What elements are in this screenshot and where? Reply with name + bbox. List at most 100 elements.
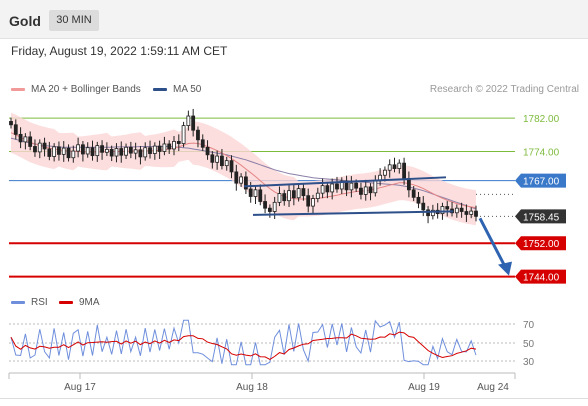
- candle-body: [301, 188, 306, 197]
- level-tag-1744-00: [515, 269, 566, 284]
- timeframe-badge[interactable]: 30 MIN: [49, 10, 99, 31]
- candle-body: [33, 146, 37, 153]
- candle-body: [181, 125, 186, 144]
- candle-body: [143, 147, 148, 158]
- candle-body: [368, 186, 373, 194]
- rsi-level-30: 30: [523, 357, 535, 368]
- legend-ma50-swatch: [153, 87, 167, 91]
- candle-body: [234, 171, 239, 184]
- research-credit: Research © 2022 Trading Central: [429, 84, 579, 95]
- candle-body: [253, 189, 258, 197]
- candle-body: [315, 192, 320, 199]
- candle-body: [267, 207, 272, 212]
- candle-body: [57, 146, 61, 155]
- candle-body: [95, 145, 100, 157]
- candle-body: [47, 148, 52, 157]
- candle-body: [133, 149, 138, 154]
- x-axis: Aug 17 Aug 18 Aug 19 Aug 24: [8, 372, 516, 393]
- legend-9ma: 9MA: [59, 297, 100, 308]
- candle-body: [474, 210, 478, 217]
- candle-body: [191, 115, 196, 131]
- candle-body: [387, 164, 392, 171]
- legend-ma20-label: MA 20 + Bollinger Bands: [31, 84, 141, 95]
- candle-body: [71, 150, 76, 159]
- candle-body: [157, 145, 162, 152]
- level-tag-1758-45: [515, 209, 566, 224]
- candle-body: [229, 160, 234, 173]
- candle-body: [306, 195, 311, 207]
- candle-body: [243, 176, 248, 190]
- candle-body: [258, 189, 263, 202]
- candle-body: [402, 162, 406, 179]
- candle-body: [200, 139, 205, 148]
- rsi-panel: 70 50 30: [9, 319, 535, 368]
- candle-body: [464, 211, 469, 215]
- candle-body: [421, 202, 426, 211]
- candle-body: [37, 142, 42, 153]
- candle-body: [128, 146, 133, 154]
- candle-body: [66, 147, 71, 159]
- candle-body: [440, 206, 445, 215]
- candle-body: [76, 144, 81, 152]
- candle-body: [100, 145, 104, 153]
- ma50-line: [10, 137, 477, 210]
- candle-body: [215, 155, 220, 163]
- candle-body: [311, 198, 315, 207]
- candle-body: [454, 207, 459, 214]
- candle-body: [445, 206, 450, 210]
- channel-lower-line: [252, 210, 454, 216]
- candle-body: [13, 124, 18, 135]
- rsi-level-50: 50: [523, 339, 535, 350]
- legend-rsi: RSI: [11, 297, 48, 308]
- candle-body: [109, 148, 114, 157]
- candle-body: [459, 207, 464, 212]
- candle-body: [210, 154, 215, 163]
- level-label-1752-00: 1752.00: [523, 239, 560, 250]
- rsi-9ma-line: [10, 331, 477, 360]
- level-label-1774-00: 1774.00: [523, 147, 560, 158]
- candle-body: [272, 201, 277, 212]
- candle-body: [114, 148, 119, 157]
- candle-body: [42, 142, 47, 150]
- candle-body: [28, 136, 33, 147]
- candle-body: [330, 183, 335, 193]
- candle-body: [205, 146, 210, 156]
- legend-rsi-swatch: [11, 300, 25, 304]
- candle-body: [85, 147, 90, 155]
- projection-arrow-head: [498, 261, 512, 276]
- legend-9ma-swatch: [59, 300, 73, 304]
- candle-body: [81, 144, 85, 155]
- candle-body: [430, 209, 435, 217]
- candle-body: [23, 136, 28, 143]
- channel-upper-line: [243, 176, 447, 188]
- candle-body: [383, 169, 387, 176]
- candle-body: [373, 180, 378, 194]
- candle-body: [124, 146, 128, 156]
- candle-body: [291, 190, 296, 199]
- legend-rsi-label: RSI: [31, 297, 48, 308]
- candle-body: [296, 188, 301, 199]
- candle-body: [52, 146, 57, 157]
- header-bar: Gold 30 MIN: [0, 0, 588, 39]
- candle-body: [277, 193, 282, 203]
- candle-body: [224, 160, 229, 167]
- legend-ma50: MA 50: [153, 84, 201, 95]
- candle-body: [162, 143, 167, 152]
- candle-body: [148, 147, 152, 154]
- x-tick-aug18: Aug 18: [236, 382, 268, 393]
- level-tag-1767-00: [515, 173, 566, 188]
- rsi-level-70: 70: [523, 320, 535, 331]
- candle-body: [416, 196, 421, 204]
- chart-timestamp: Friday, August 19, 2022 1:59:11 AM CET: [11, 44, 228, 58]
- legend-ma20-bollinger: MA 20 + Bollinger Bands: [11, 84, 141, 95]
- x-tick-aug19: Aug 19: [408, 382, 440, 393]
- bottom-divider: [0, 398, 588, 399]
- level-tag-1752-00: [515, 236, 566, 251]
- candle-body: [186, 115, 191, 127]
- candle-body: [363, 186, 368, 195]
- candle-body: [9, 121, 13, 126]
- x-tick-aug17: Aug 17: [64, 382, 96, 393]
- candle-body: [354, 182, 359, 189]
